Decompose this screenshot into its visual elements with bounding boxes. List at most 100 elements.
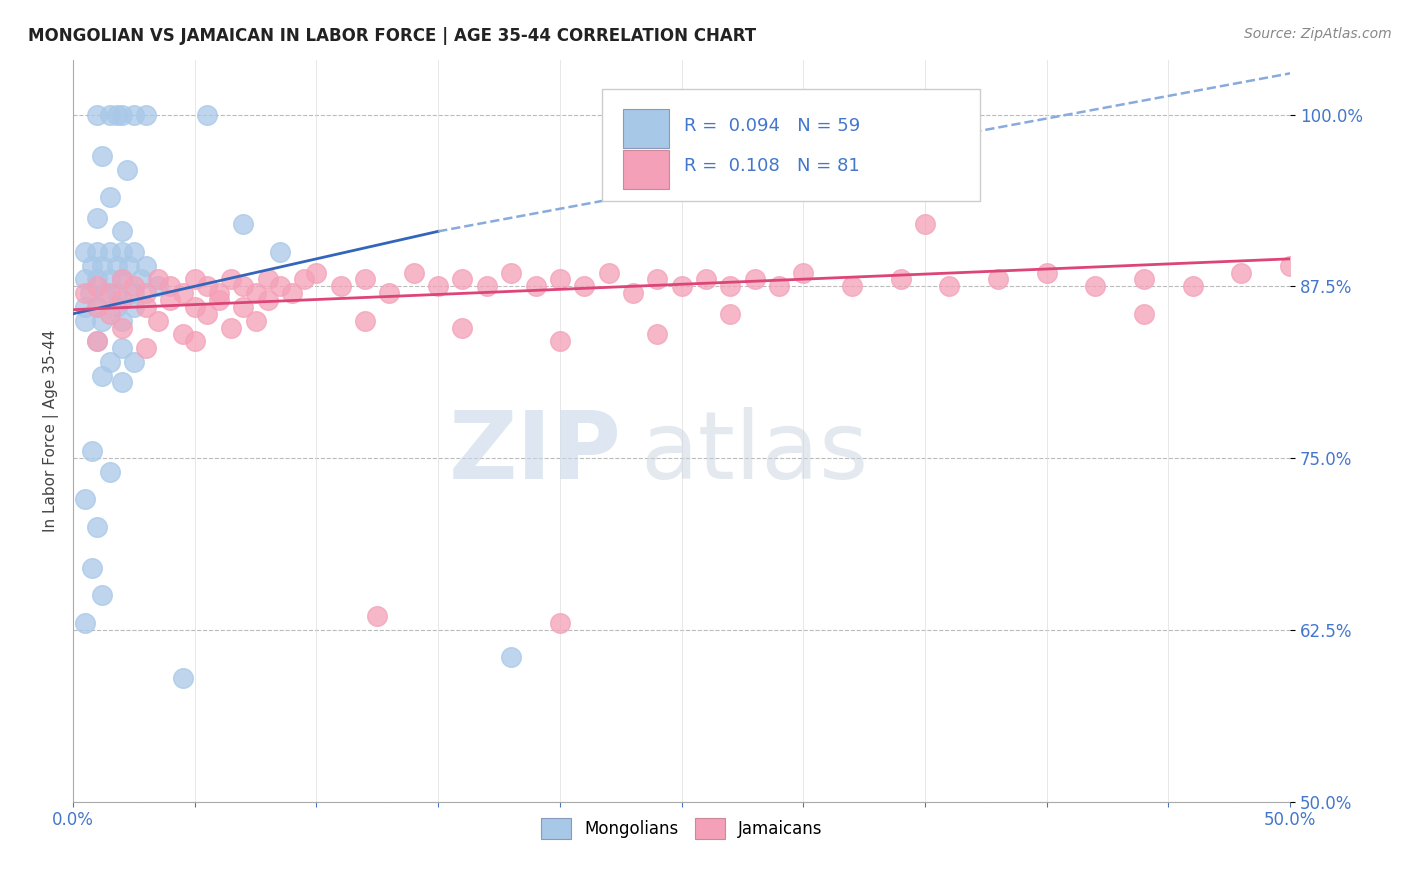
- Point: [129, 272, 152, 286]
- Point: [695, 272, 717, 286]
- Point: [501, 266, 523, 280]
- Point: [86, 300, 108, 314]
- Point: [548, 615, 571, 630]
- Point: [841, 279, 863, 293]
- Point: [79, 286, 101, 301]
- Point: [1133, 272, 1156, 286]
- Point: [122, 107, 145, 121]
- Point: [122, 244, 145, 259]
- Point: [82, 259, 104, 273]
- Point: [475, 279, 498, 293]
- Point: [98, 286, 121, 301]
- Point: [1279, 259, 1302, 273]
- Point: [245, 313, 267, 327]
- Point: [98, 272, 121, 286]
- Point: [938, 279, 960, 293]
- Point: [98, 107, 121, 121]
- Point: [245, 286, 267, 301]
- Text: MONGOLIAN VS JAMAICAN IN LABOR FORCE | AGE 35-44 CORRELATION CHART: MONGOLIAN VS JAMAICAN IN LABOR FORCE | A…: [28, 27, 756, 45]
- Point: [281, 286, 304, 301]
- Bar: [623, 110, 669, 148]
- Point: [135, 300, 157, 314]
- Point: [111, 376, 134, 390]
- Point: [768, 279, 790, 293]
- Point: [232, 218, 254, 232]
- Point: [451, 320, 474, 334]
- Point: [111, 313, 134, 327]
- Point: [548, 272, 571, 286]
- Point: [91, 149, 114, 163]
- Point: [159, 279, 181, 293]
- Point: [82, 444, 104, 458]
- Point: [890, 272, 912, 286]
- Point: [98, 307, 121, 321]
- Point: [111, 244, 134, 259]
- Point: [548, 334, 571, 349]
- Bar: [623, 150, 669, 188]
- Point: [195, 107, 218, 121]
- Point: [269, 244, 291, 259]
- Point: [111, 293, 134, 307]
- Point: [354, 313, 377, 327]
- Point: [208, 286, 231, 301]
- Point: [122, 279, 145, 293]
- Point: [111, 272, 134, 286]
- Text: R =  0.108   N = 81: R = 0.108 N = 81: [683, 157, 859, 176]
- Point: [1133, 307, 1156, 321]
- Point: [86, 244, 108, 259]
- Point: [1084, 279, 1107, 293]
- Point: [987, 272, 1010, 286]
- Point: [135, 341, 157, 355]
- Point: [195, 279, 218, 293]
- Point: [451, 272, 474, 286]
- Point: [86, 300, 108, 314]
- Point: [86, 272, 108, 286]
- Point: [914, 218, 936, 232]
- Point: [82, 561, 104, 575]
- Point: [621, 286, 644, 301]
- Point: [86, 211, 108, 225]
- Point: [208, 293, 231, 307]
- Point: [135, 107, 157, 121]
- Point: [86, 520, 108, 534]
- Point: [645, 327, 668, 342]
- Point: [122, 355, 145, 369]
- Point: [75, 300, 97, 314]
- Point: [98, 244, 121, 259]
- Point: [75, 492, 97, 507]
- Point: [671, 279, 693, 293]
- Point: [105, 300, 128, 314]
- Y-axis label: In Labor Force | Age 35-44: In Labor Force | Age 35-44: [44, 329, 59, 532]
- Point: [91, 259, 114, 273]
- Point: [118, 259, 141, 273]
- Point: [111, 320, 134, 334]
- Point: [524, 279, 547, 293]
- Point: [1035, 266, 1057, 280]
- Point: [402, 266, 425, 280]
- Point: [86, 279, 108, 293]
- Point: [105, 259, 128, 273]
- Point: [501, 650, 523, 665]
- Text: R =  0.094   N = 59: R = 0.094 N = 59: [683, 117, 860, 135]
- Point: [269, 279, 291, 293]
- Point: [219, 272, 242, 286]
- Point: [645, 272, 668, 286]
- Point: [718, 279, 741, 293]
- Point: [172, 286, 194, 301]
- Point: [105, 286, 128, 301]
- Point: [256, 293, 278, 307]
- Point: [292, 272, 315, 286]
- Point: [354, 272, 377, 286]
- Point: [232, 279, 254, 293]
- Point: [91, 313, 114, 327]
- Point: [378, 286, 401, 301]
- Point: [98, 190, 121, 204]
- Point: [75, 244, 97, 259]
- Point: [1230, 266, 1253, 280]
- Point: [744, 272, 766, 286]
- Text: ZIP: ZIP: [449, 407, 621, 499]
- Point: [135, 259, 157, 273]
- Point: [75, 286, 97, 301]
- Legend: Mongolians, Jamaicans: Mongolians, Jamaicans: [534, 812, 830, 846]
- Point: [1181, 279, 1204, 293]
